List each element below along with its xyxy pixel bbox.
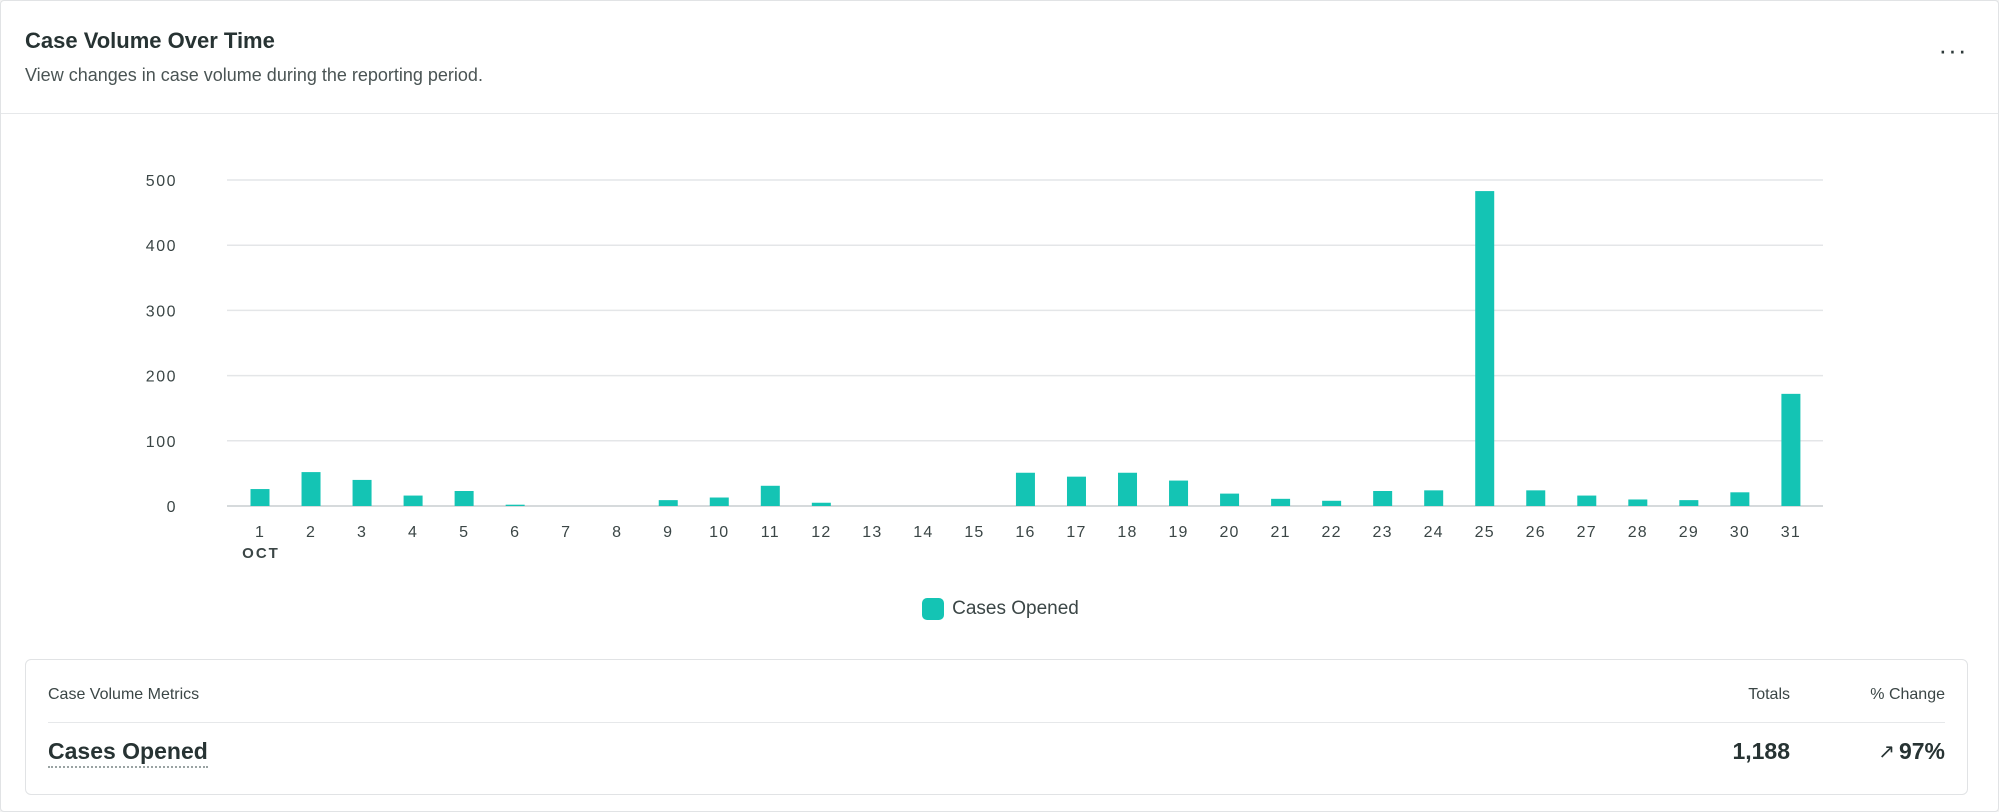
x-tick-label-8: 8 xyxy=(612,524,622,541)
bar-oct-30[interactable] xyxy=(1730,492,1750,506)
x-tick-label-4: 4 xyxy=(408,524,418,541)
x-tick-label-2: 2 xyxy=(306,524,316,541)
x-tick-label-12: 12 xyxy=(811,524,831,541)
bar-oct-11[interactable] xyxy=(760,485,780,506)
x-tick-label-20: 20 xyxy=(1219,524,1239,541)
x-tick-label-29: 29 xyxy=(1679,524,1699,541)
metrics-row-total: 1,188 xyxy=(1732,738,1790,764)
bar-oct-6[interactable] xyxy=(505,504,525,506)
bar-oct-12[interactable] xyxy=(811,502,831,506)
y-tick-label-0: 0 xyxy=(167,499,177,516)
metrics-row-name-link[interactable]: Cases Opened xyxy=(48,738,208,768)
card-title: Case Volume Over Time xyxy=(25,28,275,53)
more-options-button[interactable]: ··· xyxy=(1936,35,1970,73)
bar-oct-26[interactable] xyxy=(1526,490,1546,506)
bar-oct-17[interactable] xyxy=(1066,476,1086,506)
bar-oct-28[interactable] xyxy=(1628,499,1648,506)
bar-oct-21[interactable] xyxy=(1271,498,1291,506)
card-subtitle: View changes in case volume during the r… xyxy=(25,65,483,85)
metrics-row-change: ↗ 97% xyxy=(1878,738,1945,765)
arrow-up-right-icon: ↗ xyxy=(1878,741,1895,763)
x-tick-label-31: 31 xyxy=(1781,524,1801,541)
x-tick-label-17: 17 xyxy=(1066,524,1086,541)
bar-oct-4[interactable] xyxy=(403,495,423,506)
metrics-header-name: Case Volume Metrics xyxy=(48,686,200,703)
x-tick-label-19: 19 xyxy=(1168,524,1188,541)
x-axis-month-label: OCT xyxy=(242,545,280,562)
x-tick-label-14: 14 xyxy=(913,524,933,541)
y-tick-label-500: 500 xyxy=(146,173,177,190)
bar-oct-1[interactable] xyxy=(250,489,270,506)
x-tick-label-13: 13 xyxy=(862,524,882,541)
bar-oct-29[interactable] xyxy=(1679,500,1699,506)
chart-legend: Cases Opened xyxy=(1,598,1999,620)
bar-oct-2[interactable] xyxy=(301,472,321,506)
x-tick-label-25: 25 xyxy=(1475,524,1495,541)
legend-label-cases-opened[interactable]: Cases Opened xyxy=(952,598,1079,619)
bar-oct-9[interactable] xyxy=(658,500,678,506)
bar-oct-10[interactable] xyxy=(709,497,729,506)
x-tick-label-5: 5 xyxy=(459,524,469,541)
bar-oct-3[interactable] xyxy=(352,479,372,506)
x-tick-label-30: 30 xyxy=(1730,524,1750,541)
x-tick-label-24: 24 xyxy=(1424,524,1444,541)
x-tick-label-3: 3 xyxy=(357,524,367,541)
bar-oct-24[interactable] xyxy=(1424,490,1444,506)
bar-oct-25[interactable] xyxy=(1475,191,1495,507)
x-tick-label-16: 16 xyxy=(1015,524,1035,541)
bar-oct-22[interactable] xyxy=(1322,500,1342,506)
bar-oct-20[interactable] xyxy=(1220,493,1240,506)
bar-oct-19[interactable] xyxy=(1169,480,1189,506)
bar-oct-16[interactable] xyxy=(1015,472,1035,506)
y-tick-label-100: 100 xyxy=(146,434,177,451)
x-tick-label-28: 28 xyxy=(1628,524,1648,541)
x-tick-label-11: 11 xyxy=(761,524,780,541)
x-tick-label-15: 15 xyxy=(964,524,984,541)
y-tick-label-400: 400 xyxy=(146,238,177,255)
metrics-header-row: Case Volume Metrics Totals % Change xyxy=(48,686,1945,706)
x-tick-label-21: 21 xyxy=(1270,524,1290,541)
x-tick-label-6: 6 xyxy=(510,524,520,541)
metrics-row-cases-opened: Cases Opened 1,188 ↗ 97% xyxy=(48,738,1945,772)
legend-swatch-cases-opened[interactable] xyxy=(922,598,945,620)
bar-oct-23[interactable] xyxy=(1373,491,1393,506)
x-tick-label-7: 7 xyxy=(561,524,571,541)
y-tick-label-300: 300 xyxy=(146,303,177,320)
x-tick-label-26: 26 xyxy=(1526,524,1546,541)
x-tick-label-1: 1 xyxy=(255,524,265,541)
bar-oct-27[interactable] xyxy=(1577,495,1597,506)
bar-oct-18[interactable] xyxy=(1118,472,1138,506)
bar-oct-31[interactable] xyxy=(1781,393,1801,506)
x-tick-label-9: 9 xyxy=(663,524,673,541)
more-options-icon: ··· xyxy=(1938,35,1968,65)
x-tick-label-27: 27 xyxy=(1577,524,1597,541)
x-tick-label-22: 22 xyxy=(1322,524,1342,541)
metrics-divider xyxy=(48,722,1945,723)
metrics-row-change-value: 97% xyxy=(1898,738,1945,764)
case-volume-metrics-table: Case Volume Metrics Totals % Change Case… xyxy=(25,659,1968,795)
metrics-header-change: % Change xyxy=(1870,686,1945,703)
metrics-header-totals: Totals xyxy=(1748,686,1790,703)
x-tick-label-23: 23 xyxy=(1373,524,1393,541)
card-header: Case Volume Over Time View changes in ca… xyxy=(1,1,1998,114)
y-tick-label-200: 200 xyxy=(146,369,177,386)
x-tick-label-18: 18 xyxy=(1117,524,1137,541)
bar-oct-5[interactable] xyxy=(454,491,474,506)
x-tick-label-10: 10 xyxy=(709,524,729,541)
